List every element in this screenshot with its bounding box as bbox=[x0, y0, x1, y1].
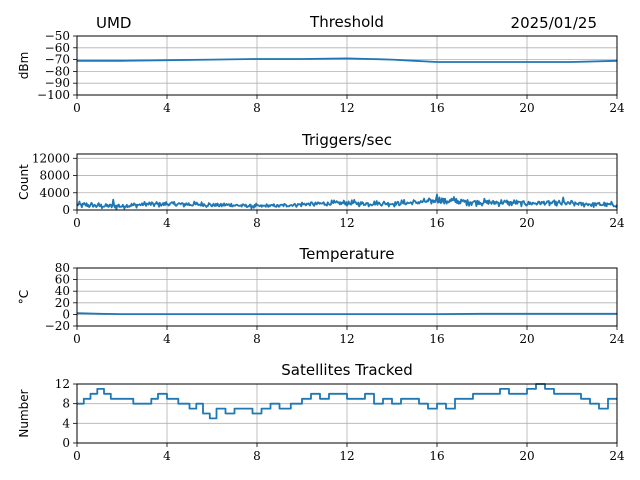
y-tick-label: 8000 bbox=[39, 169, 70, 183]
y-axis-label: dBm bbox=[17, 52, 31, 80]
x-tick-label: 24 bbox=[609, 332, 625, 346]
y-tick-label: 0 bbox=[62, 203, 70, 217]
x-tick-label: 4 bbox=[163, 332, 171, 346]
x-tick-label: 12 bbox=[339, 216, 354, 230]
x-tick-label: 20 bbox=[519, 449, 534, 463]
x-tick-label: 24 bbox=[609, 449, 625, 463]
x-tick-label: 8 bbox=[253, 449, 261, 463]
series-line-1 bbox=[76, 193, 618, 210]
y-tick-label: 8 bbox=[62, 397, 70, 411]
x-tick-label: 16 bbox=[429, 449, 444, 463]
chart-title: Threshold bbox=[309, 13, 384, 31]
y-tick-label: 4000 bbox=[39, 186, 70, 200]
x-tick-label: 20 bbox=[519, 216, 534, 230]
y-axis-label: Number bbox=[17, 389, 31, 437]
y-tick-label: 80 bbox=[55, 261, 70, 275]
x-tick-label: 24 bbox=[609, 216, 625, 230]
x-tick-label: 12 bbox=[339, 332, 354, 346]
y-tick-label: −20 bbox=[45, 319, 70, 333]
x-tick-label: 8 bbox=[253, 332, 261, 346]
y-tick-label: −90 bbox=[45, 76, 70, 90]
x-tick-label: 20 bbox=[519, 101, 534, 115]
series-line-1 bbox=[76, 312, 617, 315]
x-tick-label: 0 bbox=[73, 332, 81, 346]
x-tick-label: 16 bbox=[429, 101, 444, 115]
chart-panel-4: 0 4 8 12 16 20 24 0 4 8 12 Satellites Tracked Number bbox=[17, 361, 625, 463]
y-tick-label: −60 bbox=[45, 41, 70, 55]
x-tick-label: 24 bbox=[609, 101, 625, 115]
y-tick-label: −100 bbox=[37, 88, 70, 102]
x-tick-label: 12 bbox=[339, 449, 354, 463]
y-tick-label: −50 bbox=[45, 29, 70, 43]
x-tick-label: 4 bbox=[163, 449, 171, 463]
chart-title: Temperature bbox=[298, 245, 394, 263]
date-label: 2025/01/25 bbox=[511, 14, 597, 32]
chart-panel-1: 0 4 8 12 16 20 24 −100−90−80−70−60−50 Threshold d… bbox=[17, 13, 625, 115]
series-line-1 bbox=[77, 383, 617, 420]
y-tick-label: 12 bbox=[55, 377, 70, 391]
x-tick-label: 20 bbox=[519, 332, 534, 346]
series-line-1 bbox=[77, 57, 618, 63]
x-tick-label: 0 bbox=[73, 449, 81, 463]
x-tick-label: 16 bbox=[429, 216, 444, 230]
x-tick-label: 4 bbox=[163, 216, 171, 230]
y-tick-label: −80 bbox=[45, 64, 70, 78]
x-tick-label: 8 bbox=[253, 101, 261, 115]
y-tick-label: 0 bbox=[62, 436, 70, 450]
y-tick-label: 20 bbox=[55, 296, 70, 310]
chart-title: Satellites Tracked bbox=[281, 361, 412, 379]
y-tick-label: −70 bbox=[45, 53, 70, 67]
x-tick-label: 16 bbox=[429, 332, 444, 346]
x-tick-label: 0 bbox=[73, 101, 81, 115]
x-tick-label: 8 bbox=[253, 216, 261, 230]
x-tick-label: 12 bbox=[339, 101, 354, 115]
y-tick-label: 40 bbox=[55, 284, 70, 298]
x-tick-label: 0 bbox=[73, 216, 81, 230]
y-tick-label: 60 bbox=[55, 273, 70, 287]
y-tick-label: 12000 bbox=[32, 151, 70, 165]
y-tick-label: 4 bbox=[62, 416, 70, 430]
chart-title: Triggers/sec bbox=[301, 131, 392, 149]
y-axis-label: Count bbox=[17, 164, 31, 200]
chart-panel-2: 0 4 8 12 16 20 24 0 4000 8000 12000 Triggers/sec Cou… bbox=[17, 131, 625, 230]
station-label: UMD bbox=[96, 14, 131, 32]
x-tick-label: 4 bbox=[163, 101, 171, 115]
y-tick-label: 0 bbox=[62, 307, 70, 321]
y-axis-label: °C bbox=[17, 290, 31, 304]
